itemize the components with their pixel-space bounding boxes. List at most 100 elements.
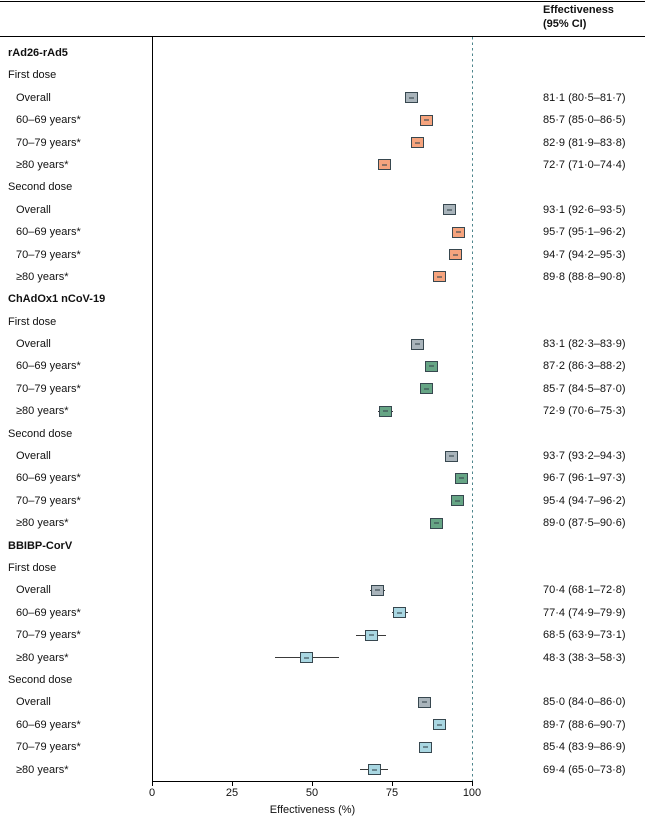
ci-value: 69·4 (65·0–73·8) xyxy=(543,763,626,776)
plot-cell xyxy=(150,423,480,445)
ci-value: 77·4 (74·9–79·9) xyxy=(543,606,626,619)
dose-label: Second dose xyxy=(8,673,73,686)
estimate-marker xyxy=(455,231,461,234)
estimate-marker xyxy=(454,499,460,502)
plot-cell xyxy=(150,445,480,467)
ci-value xyxy=(480,423,645,445)
ci-value: 89·7 (88·6–90·7) xyxy=(543,718,626,731)
dose-label: First dose xyxy=(8,561,57,574)
ci-value: 68·5 (63·9–73·1) xyxy=(543,629,626,642)
forest-row: 60–69 years* 89·7 (88·6–90·7) xyxy=(0,714,645,736)
estimate-box xyxy=(378,159,392,171)
plot-cell xyxy=(150,691,480,713)
ci-value: 83·1 (82·3–83·9) xyxy=(543,338,626,351)
estimate-marker xyxy=(436,275,442,278)
estimate-box xyxy=(448,249,462,261)
forest-row: Overall 85·0 (84·0–86·0) xyxy=(0,691,645,713)
plot-cell xyxy=(150,109,480,131)
estimate-marker xyxy=(382,163,388,166)
x-axis-tick xyxy=(312,782,313,786)
plot-cell xyxy=(150,154,480,176)
estimate-marker xyxy=(423,387,429,390)
plot-cell xyxy=(150,87,480,109)
estimate-box xyxy=(450,495,464,507)
plot-cell xyxy=(150,647,480,669)
estimate-marker xyxy=(368,634,374,637)
plot-cell xyxy=(150,624,480,646)
estimate-box xyxy=(300,652,314,664)
estimate-marker xyxy=(452,253,458,256)
x-axis-tick-label: 25 xyxy=(225,787,239,799)
ci-value xyxy=(480,176,645,198)
ci-value xyxy=(480,42,645,64)
row-label: 70–79 years* xyxy=(16,494,81,507)
forest-row: Overall 81·1 (80·5–81·7) xyxy=(0,87,645,109)
estimate-box xyxy=(378,405,392,417)
ci-value xyxy=(480,535,645,557)
row-label: ≥80 years* xyxy=(16,405,69,418)
ci-value: 89·0 (87·5–90·6) xyxy=(543,517,626,530)
estimate-box xyxy=(410,137,424,149)
plot-cell xyxy=(150,311,480,333)
plot-cell xyxy=(150,579,480,601)
estimate-box xyxy=(419,114,433,126)
forest-row: 60–69 years* 95·7 (95·1–96·2) xyxy=(0,221,645,243)
row-label: Overall xyxy=(16,584,51,597)
effectiveness-header-line2: (95% CI) xyxy=(543,18,587,30)
header-rule xyxy=(0,36,645,37)
ci-value: 95·7 (95·1–96·2) xyxy=(543,226,626,239)
ci-value: 85·0 (84·0–86·0) xyxy=(543,696,626,709)
row-label: Overall xyxy=(16,203,51,216)
x-axis-tick-label: 50 xyxy=(305,787,319,799)
forest-row: 60–69 years* 77·4 (74·9–79·9) xyxy=(0,602,645,624)
dose-label: First dose xyxy=(8,315,57,328)
estimate-box xyxy=(417,696,431,708)
row-label: ≥80 years* xyxy=(16,270,69,283)
plot-cell xyxy=(150,266,480,288)
estimate-marker xyxy=(436,723,442,726)
estimate-box xyxy=(405,92,419,104)
row-label: 60–69 years* xyxy=(16,472,81,485)
plot-cell xyxy=(150,669,480,691)
estimate-box xyxy=(430,517,444,529)
ci-value: 95·4 (94·7–96·2) xyxy=(543,494,626,507)
estimate-marker xyxy=(371,768,377,771)
forest-row: 70–79 years* 85·4 (83·9–86·9) xyxy=(0,736,645,758)
estimate-marker xyxy=(374,589,380,592)
estimate-marker xyxy=(423,119,429,122)
plot-cell xyxy=(150,355,480,377)
forest-row: ≥80 years* 72·7 (71·0–74·4) xyxy=(0,154,645,176)
ci-value: 87·2 (86·3–88·2) xyxy=(543,360,626,373)
plot-cell xyxy=(150,400,480,422)
ci-value: 72·9 (70·6–75·3) xyxy=(543,405,626,418)
plot-cell xyxy=(150,132,480,154)
plot-cell xyxy=(150,288,480,310)
ci-value: 89·8 (88·8–90·8) xyxy=(543,270,626,283)
estimate-marker xyxy=(428,365,434,368)
estimate-box xyxy=(443,204,457,216)
row-label: 70–79 years* xyxy=(16,382,81,395)
forest-row: Overall 93·1 (92·6–93·5) xyxy=(0,199,645,221)
forest-row: 70–79 years* 68·5 (63·9–73·1) xyxy=(0,624,645,646)
vaccine-group-label: ChAdOx1 nCoV-19 xyxy=(8,293,106,306)
dose-subheader-row: Second dose xyxy=(0,423,645,445)
vaccine-group-label: BBIBP-CorV xyxy=(8,539,73,552)
row-label: Overall xyxy=(16,450,51,463)
estimate-box xyxy=(364,629,378,641)
vaccine-group-row: rAd26-rAd5 xyxy=(0,42,645,64)
row-label: ≥80 years* xyxy=(16,517,69,530)
x-axis-tick xyxy=(232,782,233,786)
ci-value: 93·7 (93·2–94·3) xyxy=(543,450,626,463)
plot-cell xyxy=(150,736,480,758)
ci-value: 85·4 (83·9–86·9) xyxy=(543,741,626,754)
ci-value: 85·7 (85·0–86·5) xyxy=(543,114,626,127)
plot-cell xyxy=(150,512,480,534)
forest-row: 60–69 years* 87·2 (86·3–88·2) xyxy=(0,355,645,377)
plot-cell xyxy=(150,333,480,355)
ci-value: 70·4 (68·1–72·8) xyxy=(543,584,626,597)
row-label: Overall xyxy=(16,338,51,351)
row-label: 60–69 years* xyxy=(16,606,81,619)
estimate-box xyxy=(432,271,446,283)
plot-cell xyxy=(150,221,480,243)
